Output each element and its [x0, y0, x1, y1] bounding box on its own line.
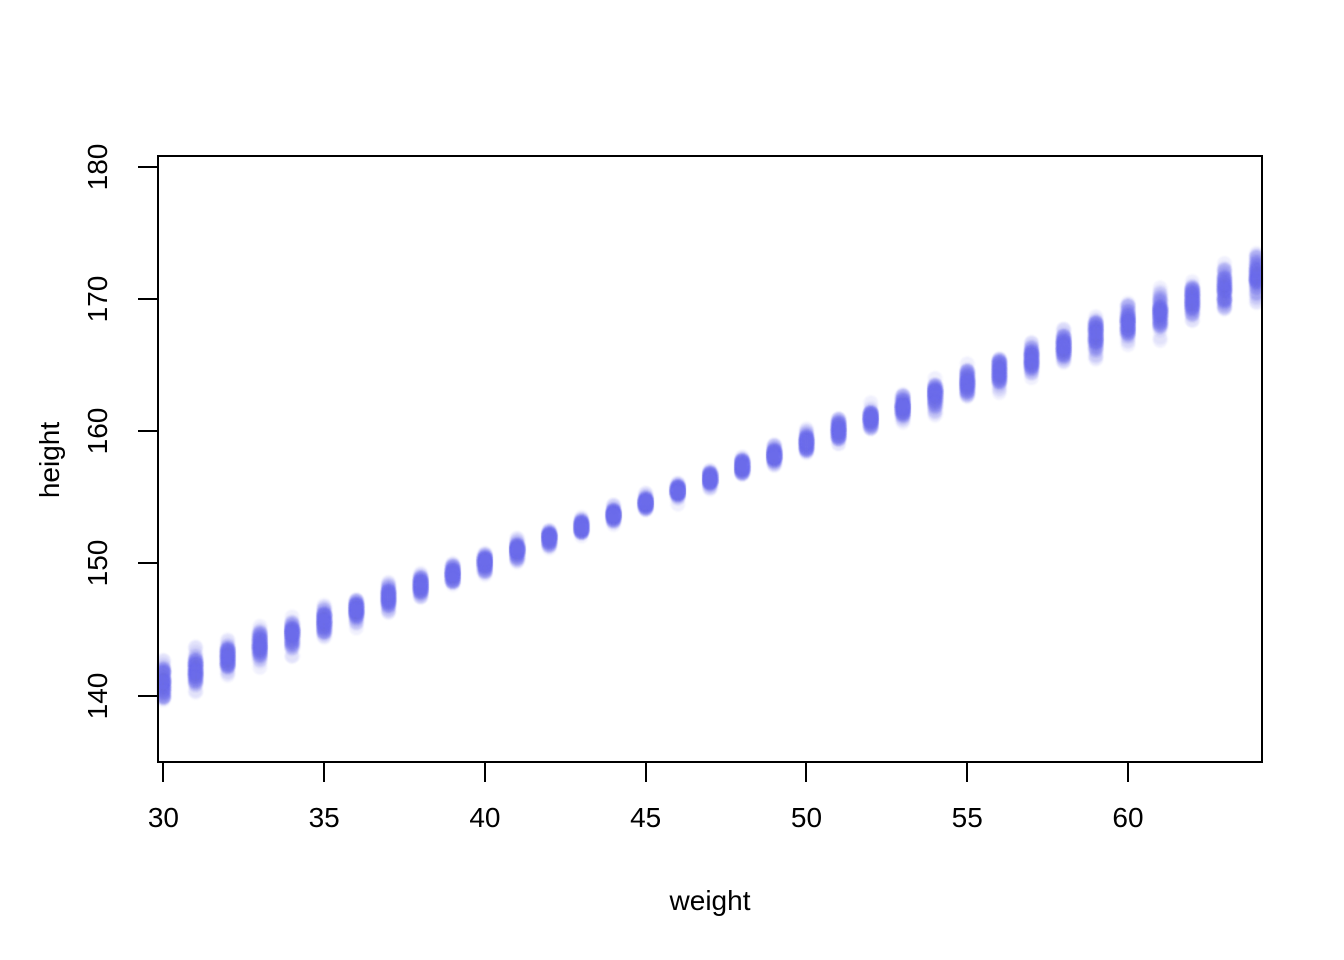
- y-axis-tick: [138, 694, 157, 697]
- y-axis-title: height: [34, 421, 65, 499]
- y-axis-tick-label: 180: [82, 143, 113, 191]
- x-axis-tick-label: 60: [1112, 802, 1144, 833]
- x-axis-tick: [483, 763, 486, 782]
- y-axis-tick: [138, 165, 157, 168]
- y-axis-tick-label: 160: [82, 407, 113, 455]
- y-axis-tick: [138, 430, 157, 433]
- x-axis-tick-label: 40: [469, 802, 501, 833]
- x-axis-tick-label: 55: [951, 802, 983, 833]
- x-axis-tick: [162, 763, 165, 782]
- x-axis-tick: [805, 763, 808, 782]
- x-axis-tick-label: 30: [147, 802, 179, 833]
- y-axis-tick-label: 150: [82, 540, 113, 587]
- y-axis-tick-label: 170: [82, 275, 113, 323]
- y-axis-tick-label: 140: [82, 672, 113, 719]
- x-axis-title: weight: [669, 885, 751, 916]
- y-axis-tick: [138, 298, 157, 301]
- x-axis-tick: [1126, 763, 1129, 782]
- x-axis-tick-label: 35: [308, 802, 340, 833]
- x-axis-tick: [966, 763, 969, 782]
- y-axis-tick: [138, 562, 157, 565]
- x-axis-tick-label: 45: [630, 802, 662, 833]
- x-axis-tick: [323, 763, 326, 782]
- x-axis-tick: [644, 763, 647, 782]
- x-axis-tick-label: 50: [790, 802, 823, 833]
